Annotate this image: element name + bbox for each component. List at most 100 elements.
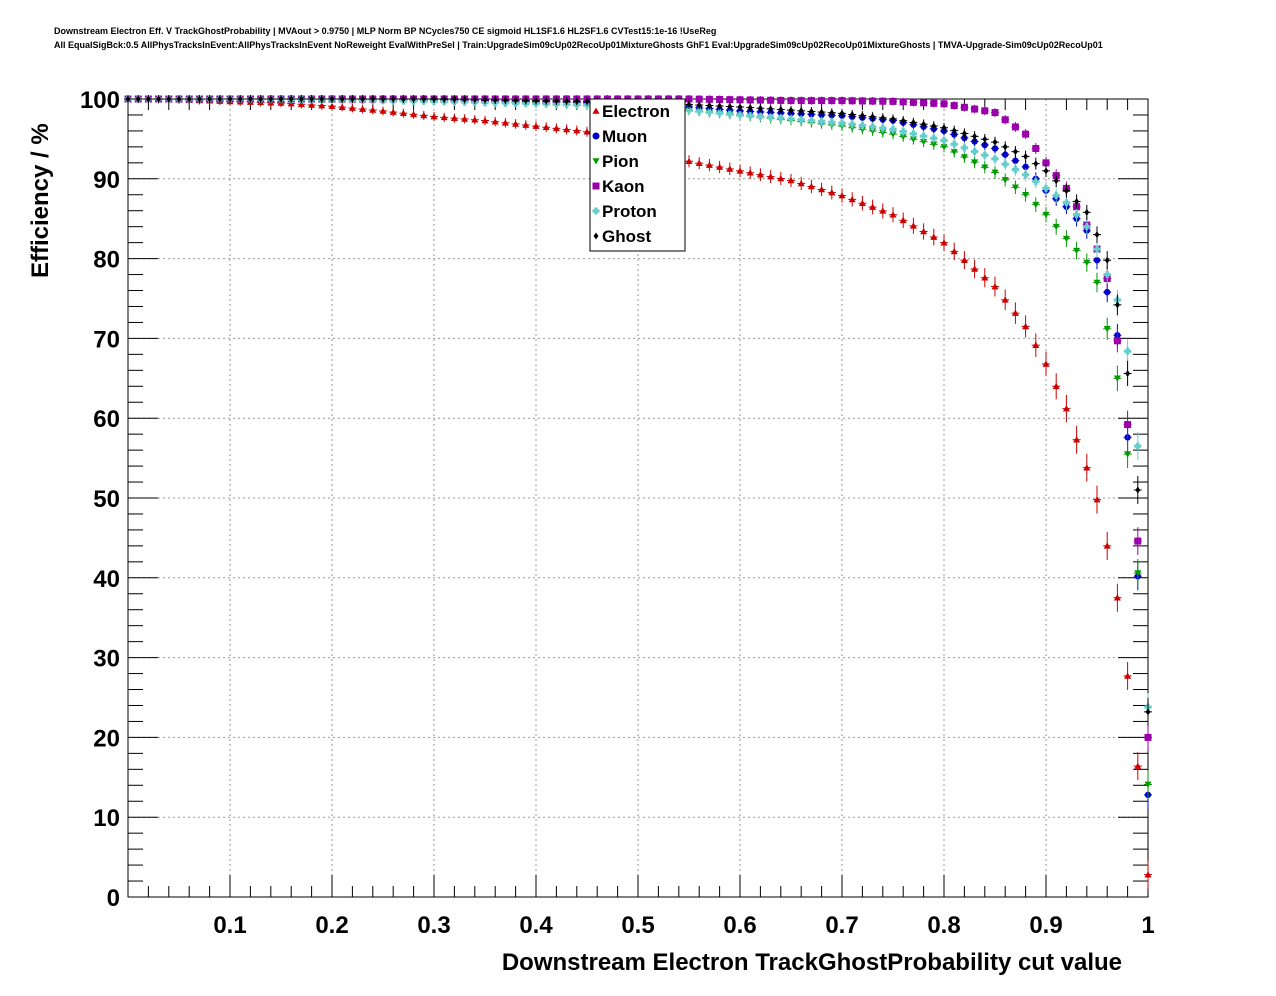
proton-point [899, 128, 907, 136]
pion-point [960, 154, 968, 161]
ghost-point [859, 112, 865, 120]
electron-point [1052, 382, 1060, 390]
electron-point [430, 113, 438, 120]
x-tick-label: 0.3 [417, 912, 450, 939]
x-tick-label: 0.6 [723, 912, 756, 939]
pion-point [899, 133, 907, 141]
ghost-point [921, 120, 927, 128]
proton-point [716, 109, 724, 117]
x-tick-label: 0.4 [519, 912, 553, 939]
electron-point [1011, 309, 1019, 316]
ghost-point [1002, 143, 1008, 151]
ghost-point [329, 95, 335, 103]
kaon-point [899, 98, 907, 106]
electron-point [1032, 341, 1040, 348]
kaon-point [726, 96, 734, 104]
ghost-point [870, 113, 876, 121]
kaon-point [940, 100, 948, 108]
x-tick-label: 0.7 [825, 912, 858, 939]
ghost-point [717, 102, 723, 110]
electron-point [552, 124, 560, 132]
muon-point [1012, 157, 1019, 164]
kaon-point [716, 95, 724, 103]
ghost-point [462, 95, 468, 103]
legend-box [589, 98, 686, 252]
proton-point [1052, 192, 1060, 200]
ghost-point [1043, 167, 1049, 175]
pion-point [940, 144, 948, 151]
ghost-point [400, 95, 406, 103]
proton-point [848, 120, 856, 128]
kaon-point [1001, 116, 1009, 124]
ghost-point [523, 96, 529, 104]
ghost-point [472, 96, 478, 104]
ghost-point [788, 106, 794, 114]
ghost-point [278, 95, 284, 103]
proton-point [777, 114, 785, 122]
pion-point [1093, 279, 1101, 287]
y-tick-label: 50 [93, 486, 120, 513]
electron-point [1062, 405, 1070, 412]
ghost-point [258, 95, 264, 103]
electron-point [960, 256, 968, 263]
pion-point [1134, 570, 1142, 577]
ghost-point [1074, 198, 1080, 206]
electron-point [450, 114, 458, 121]
ghost-point [421, 95, 427, 103]
muon-point [1104, 288, 1111, 296]
chart-title: Downstream Electron Eff. V TrackGhostPro… [54, 26, 717, 36]
electron-point [512, 120, 520, 127]
ghost-point [584, 97, 590, 105]
electron-point [909, 222, 917, 229]
electron-point [940, 239, 948, 246]
ghost-point [880, 114, 886, 122]
ghost-point [349, 95, 355, 103]
proton-point [1073, 211, 1081, 219]
y-tick-label: 30 [93, 646, 120, 673]
electron-point [1134, 762, 1142, 769]
electron-point [828, 189, 836, 196]
proton-point [1022, 171, 1030, 179]
ghost-point [808, 107, 814, 115]
pion-point [1042, 211, 1050, 219]
electron-point [981, 274, 989, 281]
electron-point [328, 102, 336, 109]
pion-point [920, 138, 928, 146]
pion-point [1144, 781, 1152, 788]
electron-point [338, 103, 346, 110]
proton-point [797, 116, 805, 124]
electron-point [573, 127, 581, 134]
ghost-point [1023, 152, 1029, 160]
kaon-point [1124, 421, 1132, 429]
proton-point [736, 111, 744, 119]
ghost-point [1135, 486, 1141, 494]
electron-point [746, 169, 754, 176]
electron-point [1103, 542, 1111, 549]
electron-point [685, 157, 693, 165]
proton-point [1011, 165, 1019, 173]
kaon-point [848, 97, 856, 105]
proton-point [940, 136, 948, 144]
pion-point [1001, 177, 1009, 184]
proton-point [869, 123, 877, 131]
ghost-point [145, 95, 151, 103]
kaon-point [1144, 733, 1152, 741]
electron-point [858, 199, 866, 207]
ghost-point [829, 109, 835, 117]
ghost-point [1063, 187, 1069, 195]
legend-label-muon: Muon [602, 127, 647, 146]
y-tick-label: 0 [107, 885, 120, 912]
electron-point [308, 101, 316, 108]
pion-point [1124, 451, 1132, 458]
ghost-point [156, 95, 162, 103]
ghost-point [196, 95, 202, 103]
electron-point [889, 211, 897, 218]
pion-point [930, 141, 938, 148]
muon-point [981, 141, 988, 149]
ghost-point [900, 117, 906, 125]
y-tick-label: 100 [80, 87, 120, 114]
proton-point [1062, 199, 1070, 207]
pion-point [1083, 259, 1091, 267]
pion-point [1052, 223, 1060, 231]
